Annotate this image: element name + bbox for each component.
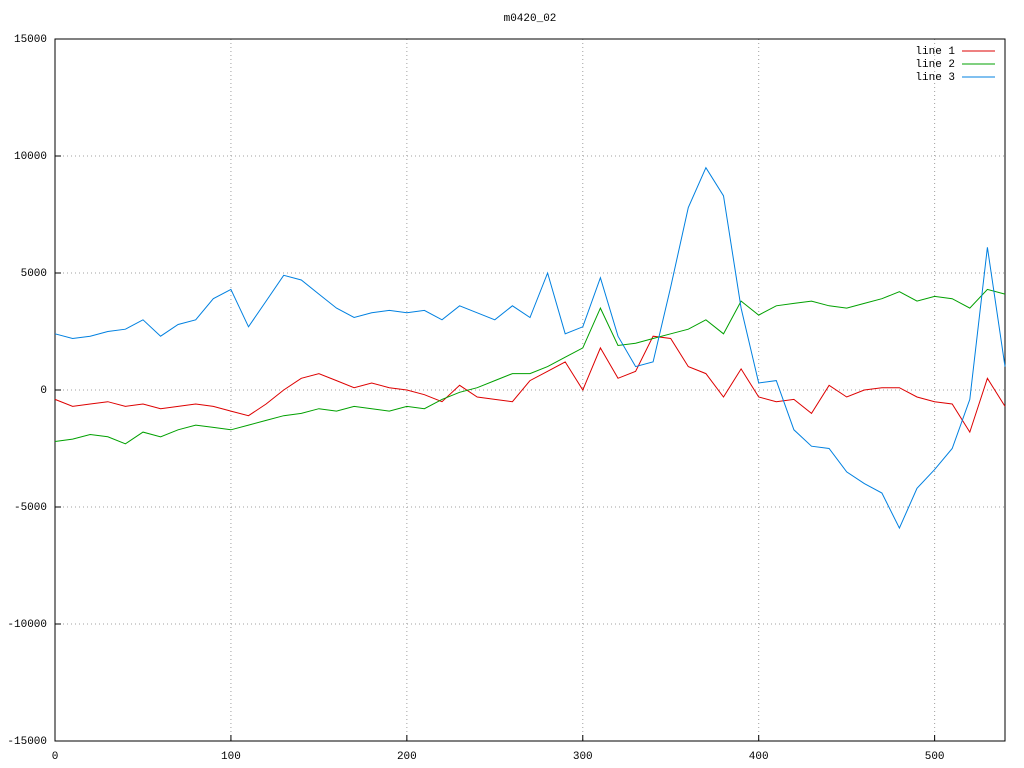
x-tick-label: 0 [52, 751, 59, 763]
y-tick-label: -5000 [14, 502, 47, 514]
plot-frame [54, 38, 1006, 742]
y-tick-label: 0 [40, 385, 47, 397]
y-tick-label: -15000 [7, 736, 47, 748]
x-tick-label: 100 [221, 751, 241, 763]
y-tick-label: 10000 [14, 151, 47, 163]
line [54, 166, 1006, 530]
y-tick-label: 5000 [21, 268, 47, 280]
y-tick-label: 15000 [14, 34, 47, 46]
x-tick-label: 500 [925, 751, 945, 763]
legend-label: line 1 [915, 46, 955, 58]
line [54, 288, 1006, 445]
x-tick-label: 200 [397, 751, 417, 763]
legend-label: line 2 [915, 59, 955, 71]
legend-label: line 3 [915, 72, 955, 84]
line [54, 335, 1006, 434]
x-tick-label: 300 [573, 751, 593, 763]
chart-title: m0420_02 [504, 13, 557, 25]
x-tick-label: 400 [749, 751, 769, 763]
y-tick-label: -10000 [7, 619, 47, 631]
